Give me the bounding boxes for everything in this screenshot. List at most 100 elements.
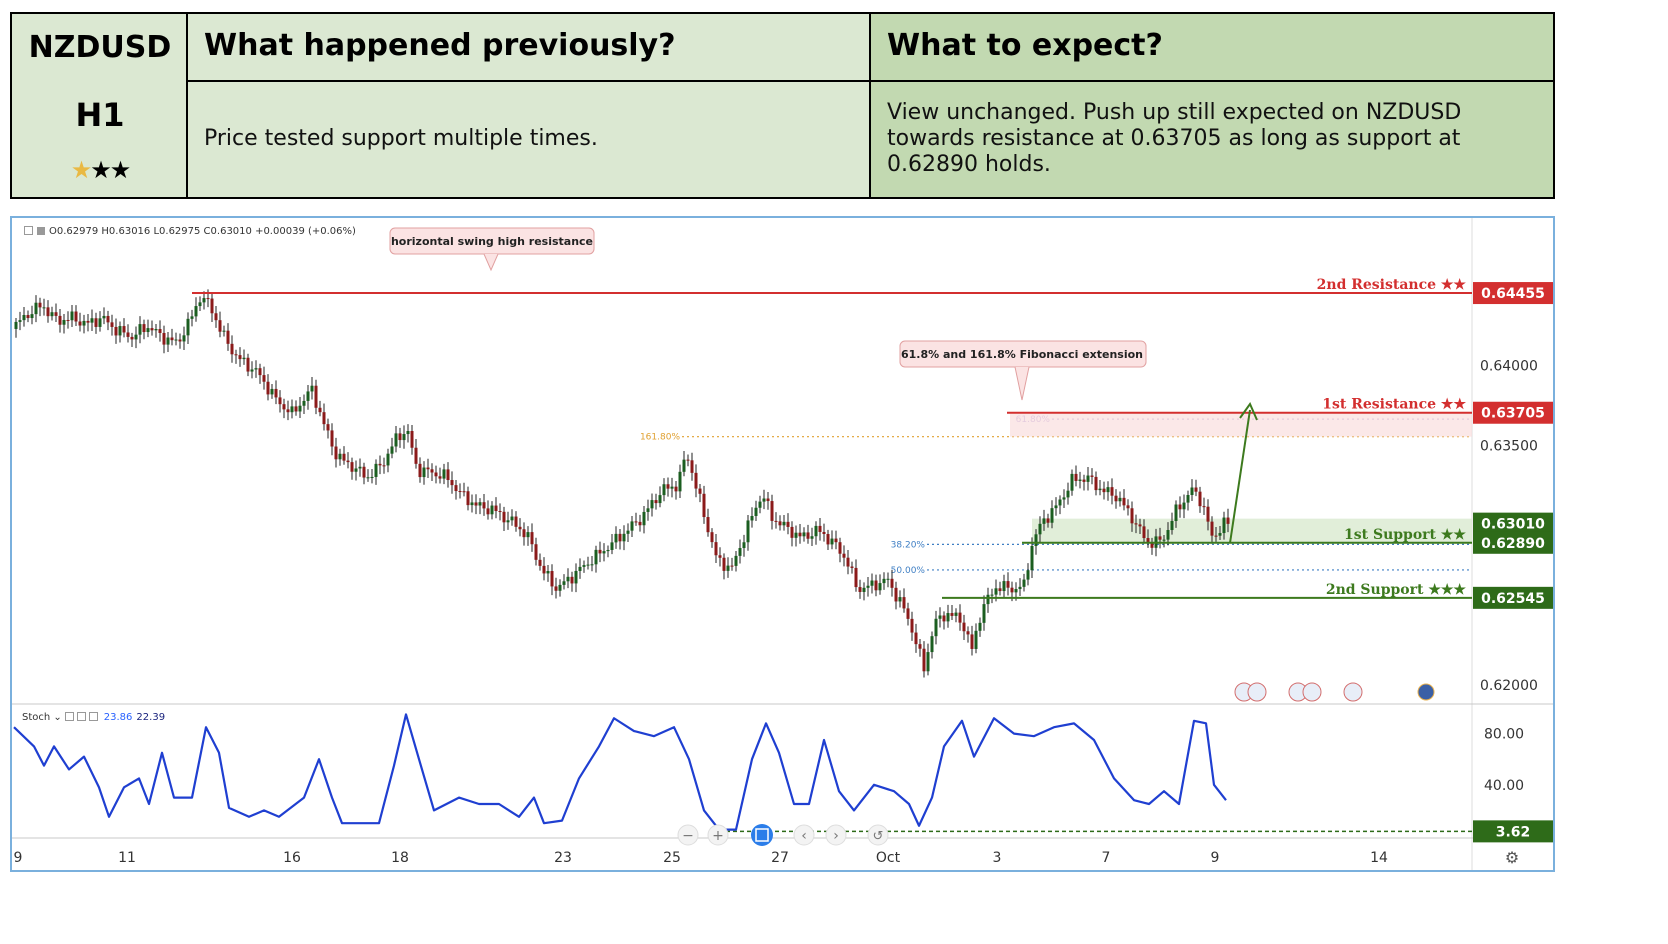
candle-body [690, 460, 694, 473]
candle-body [1086, 475, 1090, 482]
candle-body [298, 405, 302, 412]
chart-controls[interactable]: − + ‹ › ↺ [677, 824, 889, 846]
analysis-header-table: NZDUSD H1 ★★★ What happened previously? … [10, 12, 1555, 199]
candle-body [774, 520, 778, 522]
candle-body [990, 594, 994, 596]
candle-body [1050, 508, 1054, 523]
flag-icon[interactable] [1417, 683, 1435, 701]
candle-body [66, 319, 70, 321]
candle-body [874, 580, 878, 591]
candle-body [730, 565, 734, 567]
candle-body [854, 567, 858, 588]
candle-body [330, 430, 334, 447]
price-tick: 0.64000 [1480, 359, 1538, 375]
candle-body [402, 434, 406, 441]
candle-body [1178, 504, 1182, 510]
candle-body [294, 406, 298, 412]
fib-label: 50.00% [891, 566, 926, 576]
candle-body [346, 460, 350, 463]
scroll-right-button[interactable] [825, 824, 847, 846]
price-chart[interactable]: 161.80%61.80%38.20%50.00% 2nd Resistance… [10, 216, 1555, 872]
candle-body [906, 608, 910, 619]
candle-body [410, 430, 414, 448]
candle-body [254, 368, 258, 370]
candle-body [970, 634, 974, 649]
candle-body [334, 446, 338, 460]
time-tick: 23 [554, 850, 572, 866]
candle-body [290, 406, 294, 413]
candle-body [714, 542, 718, 556]
candle-body [214, 313, 218, 321]
candle-body [398, 433, 402, 441]
candle-body [622, 533, 626, 542]
candle-body [438, 476, 442, 479]
candle-body [758, 501, 762, 508]
time-tick: 27 [771, 850, 789, 866]
candle-body [634, 521, 638, 523]
event-icons[interactable] [1234, 682, 1435, 702]
candle-body [542, 565, 546, 574]
candle-body [406, 430, 410, 435]
stochastic-series: 80.00 40.00 3.62 [13, 713, 1553, 843]
candle-body [722, 557, 726, 571]
flag-icon[interactable] [1343, 682, 1363, 702]
candle-body [1046, 518, 1050, 523]
candle-body [274, 388, 278, 398]
candle-body [1122, 497, 1126, 506]
eye-icon[interactable] [64, 712, 74, 721]
candle-body [870, 580, 874, 586]
candle-body [186, 318, 190, 336]
prev-body-cell: Price tested support multiple times. [188, 82, 871, 197]
time-tick: Oct [876, 850, 901, 866]
candle-body [142, 324, 146, 333]
gear-icon[interactable]: ⚙ [1505, 848, 1519, 867]
candle-body [582, 565, 586, 567]
close-icon[interactable] [88, 712, 98, 721]
candle-body [618, 533, 622, 542]
candle-body [638, 521, 642, 526]
candle-body [670, 486, 674, 489]
stoch-label[interactable]: Stoch ⌄ [22, 712, 62, 723]
candle-body [30, 314, 34, 319]
zoom-in-button[interactable] [707, 824, 729, 846]
candle-body [554, 586, 558, 591]
candle-body [1166, 530, 1170, 540]
candle-body [366, 477, 370, 479]
zoom-out-button[interactable] [677, 824, 699, 846]
stoch-oversold-tag: 3.62 [1496, 824, 1531, 840]
candle-body [418, 463, 422, 478]
candle-body [34, 302, 38, 315]
fullscreen-button[interactable] [751, 824, 773, 846]
candle-body [466, 491, 470, 506]
candle-body [1150, 543, 1154, 548]
candle-body [654, 500, 658, 504]
candle-body [362, 466, 366, 478]
candle-body [1170, 520, 1174, 531]
scroll-left-button[interactable] [793, 824, 815, 846]
flag-icon[interactable] [1302, 682, 1322, 702]
settings-icon[interactable] [76, 712, 86, 721]
candle-body [562, 581, 566, 585]
candle-body [702, 493, 706, 518]
chart-canvas[interactable]: 161.80%61.80%38.20%50.00% 2nd Resistance… [12, 218, 1553, 870]
candle-body [174, 339, 178, 341]
candle-body [262, 375, 266, 382]
flag-icon [37, 227, 45, 235]
candle-body [1074, 473, 1078, 481]
flag-icon[interactable] [1247, 682, 1267, 702]
candle-body [494, 505, 498, 512]
candle-body [94, 318, 98, 327]
candle-body [614, 533, 618, 543]
candle-body [50, 312, 54, 317]
collapse-icon[interactable] [24, 226, 33, 235]
candle-body [210, 298, 214, 314]
fullscreen-icon [755, 828, 769, 842]
candle-body [394, 433, 398, 447]
candle-body [558, 584, 562, 591]
reset-button[interactable] [867, 824, 889, 846]
candle-body [1202, 506, 1206, 508]
candle-body [630, 521, 634, 531]
candle-body [1098, 488, 1102, 491]
candle-body [782, 521, 786, 526]
candle-body [718, 555, 722, 558]
